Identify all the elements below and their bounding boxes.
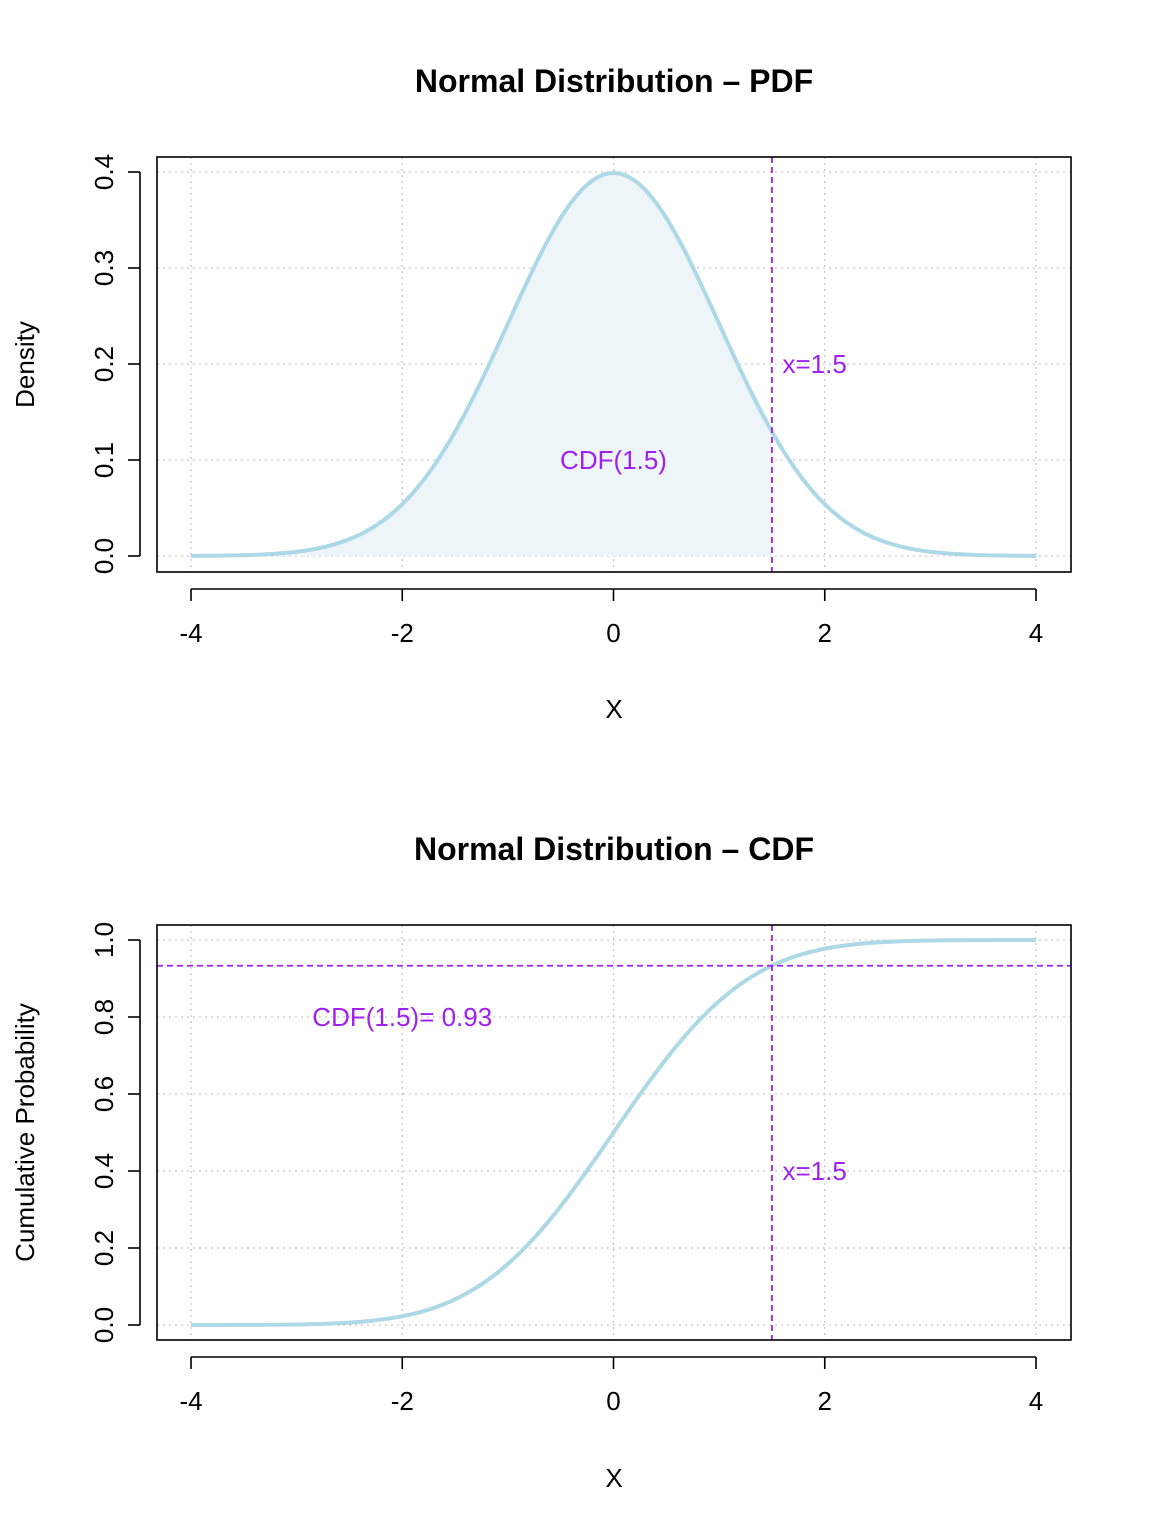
shaded-area [191, 173, 772, 556]
annotation-label: x=1.5 [783, 349, 847, 379]
y-tick-label: 0.3 [89, 250, 119, 286]
x-tick-label: -2 [391, 618, 414, 648]
y-tick-label: 0.2 [89, 346, 119, 382]
chart-title: Normal Distribution – PDF [415, 63, 813, 99]
x-tick-label: -4 [179, 1386, 202, 1416]
x-tick-label: 0 [606, 1386, 620, 1416]
x-tick-label: 2 [818, 1386, 832, 1416]
chart-panel-1: Normal Distribution – PDF -4 -2 0 2 4 0.0 0.1 0.… [10, 63, 1072, 724]
annotation-label: CDF(1.5)= 0.93 [312, 1002, 492, 1032]
x-tick-label: 0 [606, 618, 620, 648]
series-line [191, 938, 1036, 1327]
y-tick-label: 0.4 [89, 1153, 119, 1189]
annotation-label: CDF(1.5) [560, 445, 667, 475]
y-axis-label: Cumulative Probability [10, 1003, 40, 1262]
plot-frame [156, 156, 1072, 573]
y-tick-label: 0.6 [89, 1076, 119, 1112]
y-tick-label: 0.0 [89, 538, 119, 574]
x-axis-label: X [605, 694, 622, 724]
x-tick-label: 4 [1029, 618, 1043, 648]
y-tick-label: 0.8 [89, 999, 119, 1035]
y-tick-label: 0.0 [89, 1307, 119, 1343]
chart-title: Normal Distribution – CDF [414, 831, 814, 867]
y-tick-label: 1.0 [89, 922, 119, 958]
y-axis-label: Density [10, 321, 40, 408]
chart-panel-2: Normal Distribution – CDF -4 -2 0 2 4 0.0 0.2 0.… [10, 831, 1072, 1493]
y-tick-label: 0.2 [89, 1230, 119, 1266]
y-tick-label: 0.1 [89, 442, 119, 478]
plot-frame [156, 924, 1072, 1341]
annotation-label: x=1.5 [783, 1156, 847, 1186]
y-tick-label: 0.4 [89, 154, 119, 190]
x-tick-label: -2 [391, 1386, 414, 1416]
x-tick-label: -4 [179, 618, 202, 648]
x-tick-label: 2 [818, 618, 832, 648]
series-line [190, 171, 1037, 558]
x-tick-label: 4 [1029, 1386, 1043, 1416]
x-axis-label: X [605, 1463, 622, 1493]
